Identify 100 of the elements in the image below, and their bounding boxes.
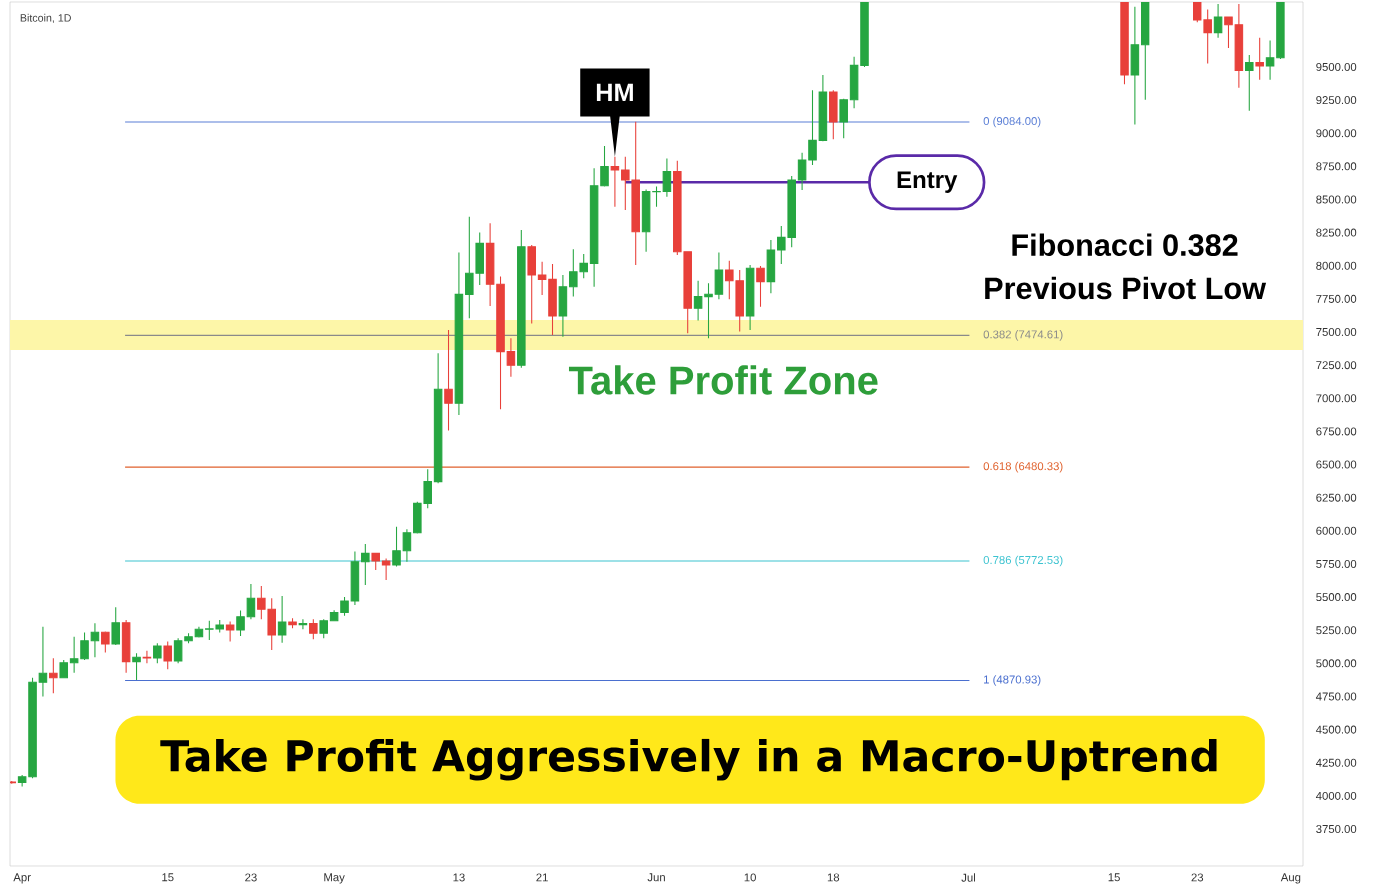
x-tick-label: May [324,873,345,884]
candlestick [225,621,235,643]
candlestick [298,618,308,630]
ref-line-label: 1 (4870.93) [984,675,1041,686]
candlestick [745,264,755,331]
candlestick [111,606,121,646]
ref-line-label: Entry [897,171,958,193]
candlestick [558,274,568,338]
candlestick [444,329,453,432]
candlestick [797,152,807,191]
candlestick [704,282,713,339]
y-tick-label: 7500.00 [1316,328,1357,337]
ref-line-label: 0.618 (6480.33) [983,461,1063,473]
candlestick [402,528,412,563]
candlestick [392,526,401,568]
ref-line-label: 0 (9084.00) [983,116,1041,128]
candlestick [839,98,848,139]
candlestick [756,265,765,308]
candlestick [517,229,526,369]
x-tick-label: 23 [1191,873,1204,882]
candlestick [808,89,817,166]
text: Bitcoin, 1D [20,13,71,23]
annotation: Previous Pivot Low [985,276,1267,300]
y-tick-label: 6000.00 [1316,526,1357,535]
candlestick [766,239,776,294]
x-tick-label: 15 [162,873,174,882]
y-tick-label: 9500.00 [1316,62,1357,71]
y-tick-label: 9000.00 [1316,129,1357,138]
y-tick-label: 6500.00 [1316,460,1357,469]
candlestick [38,626,48,698]
candlestick [121,619,131,674]
y-tick-label: 5000.00 [1316,659,1357,668]
ref-line-label: 0.786 (5772.53) [983,555,1063,567]
candlestick [319,618,328,639]
y-tick-label: 4000.00 [1315,791,1357,800]
candlestick [101,631,110,654]
text: Take Profit Aggressively in a Macro-Uptrend [160,738,1217,781]
y-tick-label: 6750.00 [1316,427,1357,436]
y-tick-label: 5250.00 [1316,626,1357,635]
candlestick [371,552,381,571]
y-tick-label: 4250.00 [1315,758,1357,767]
x-tick-label: Jul [961,873,975,882]
annotation: Fibonacci 0.382 [1012,233,1238,257]
candlestick [1213,3,1223,39]
candlestick [693,280,703,322]
candlestick [381,557,391,581]
y-tick-label: 6250.00 [1316,493,1357,502]
y-tick-label: 7750.00 [1316,294,1357,303]
y-tick-label: 4500.00 [1315,725,1357,734]
x-tick-label: Aug [1280,873,1301,884]
candlestick [361,543,370,586]
x-tick-label: 21 [536,873,548,882]
candlestick [153,642,162,664]
candlestick [1203,9,1212,65]
candlestick [1276,2,1285,60]
candlestick [1255,37,1264,81]
candlestick [1141,2,1150,101]
candlestick [829,89,838,140]
y-tick-label: 7000.00 [1316,394,1357,403]
ref-line-label: 0.382 (7474.61) [983,330,1063,341]
candlestick [527,244,536,324]
candlestick [236,610,245,637]
x-tick-label: Apr [13,873,31,884]
candlestick [277,595,287,644]
candlestick [610,156,620,208]
x-tick-label: 10 [744,873,756,882]
y-tick-label: 9250.00 [1316,96,1357,105]
candlestick [433,352,443,484]
y-tick-label: 7250.00 [1316,361,1357,370]
annotation: Take Profit Zone [568,365,878,395]
candlestick [309,618,318,640]
y-tick-label: 5500.00 [1316,593,1357,602]
x-tick-label: Jun [647,873,665,882]
candlestick [49,657,58,694]
y-tick-label: 8000.00 [1316,261,1357,270]
x-tick-label: 13 [453,873,465,882]
candlestick [454,252,464,416]
y-tick-label: 4750.00 [1315,692,1357,701]
x-tick-label: 23 [245,873,257,882]
candlestick [350,551,360,606]
candlestick [246,583,256,620]
candlestick [132,652,141,681]
candlestick [59,659,69,679]
candlestick [506,337,516,378]
candlestick [142,650,152,664]
candlestick [1244,54,1254,112]
candlestick [818,74,828,142]
candlestick [288,617,297,629]
y-tick-label: 5750.00 [1316,559,1357,568]
candlestick [849,56,859,109]
candlestick [662,157,672,198]
candlestick [714,252,724,300]
candlestick [194,626,204,638]
candlestick [1265,39,1275,81]
y-tick-label: 8750.00 [1316,162,1357,171]
annotation: HM [596,83,633,102]
x-tick-label: 18 [827,873,840,882]
y-tick-label: 3750.00 [1316,825,1357,834]
y-tick-label: 8250.00 [1316,228,1357,237]
candlestick [90,622,100,658]
